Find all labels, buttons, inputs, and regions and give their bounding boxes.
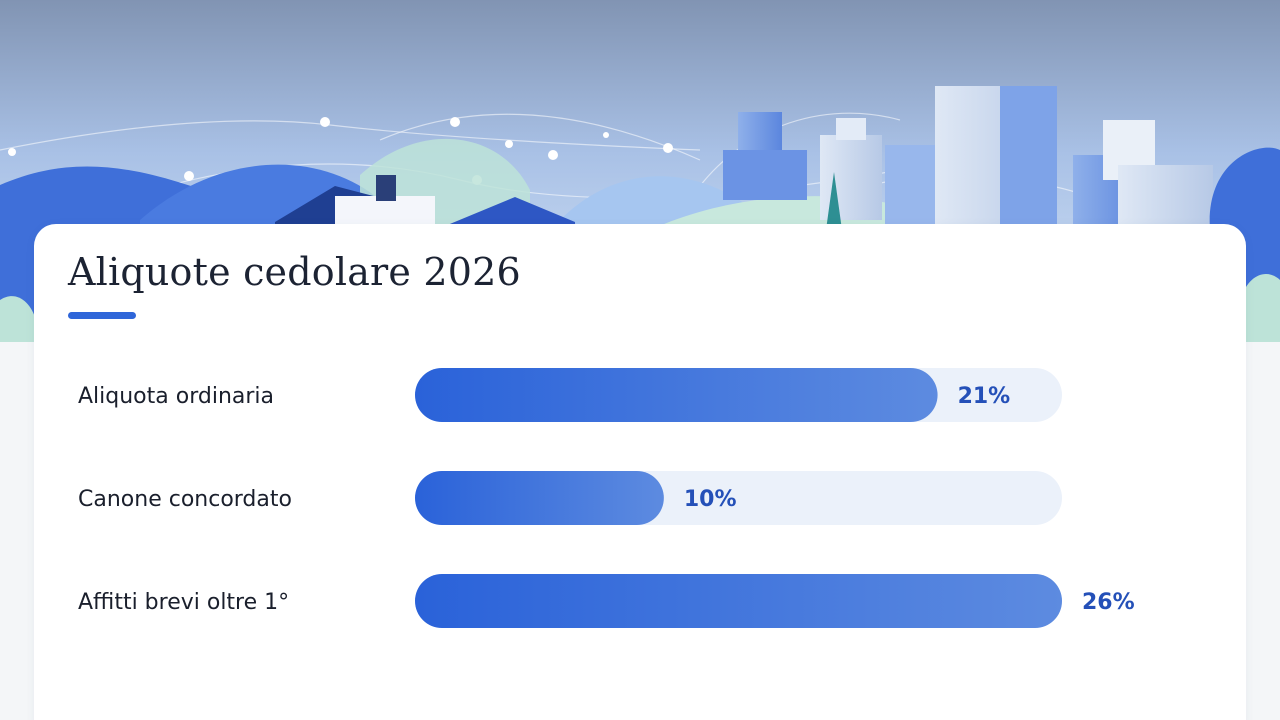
bar-chart: Aliquota ordinaria 21% Canone concordato 10… xyxy=(78,368,1135,628)
category-label: Aliquota ordinaria xyxy=(78,384,274,409)
value-label: 10% xyxy=(684,487,737,512)
category-label: Affitti brevi oltre 1° xyxy=(78,590,289,615)
page-title: Aliquote cedolare 2026 xyxy=(68,250,521,294)
title-underline xyxy=(68,312,136,319)
bar xyxy=(415,471,664,525)
bar xyxy=(415,368,938,422)
bar xyxy=(415,574,1062,628)
category-label: Canone concordato xyxy=(78,487,292,512)
value-label: 26% xyxy=(1082,590,1135,615)
value-label: 21% xyxy=(958,384,1011,409)
chart-card: Aliquote cedolare 2026 Aliquota ordinari… xyxy=(34,224,1246,720)
